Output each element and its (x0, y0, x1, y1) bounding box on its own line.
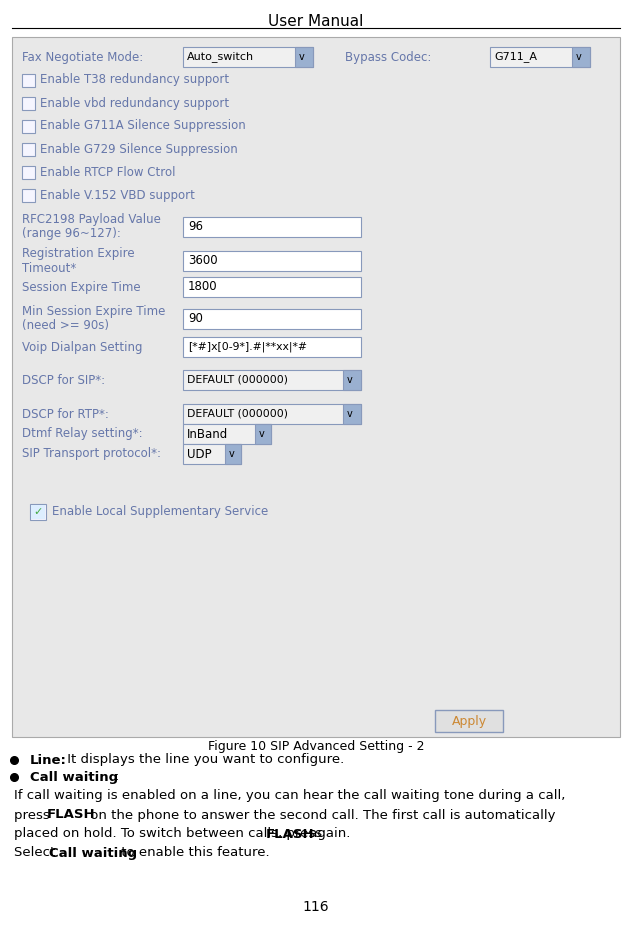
FancyBboxPatch shape (22, 143, 35, 156)
FancyBboxPatch shape (343, 370, 361, 390)
Text: Bypass Codec:: Bypass Codec: (345, 50, 432, 63)
Text: again.: again. (305, 828, 350, 841)
FancyBboxPatch shape (183, 251, 361, 271)
FancyBboxPatch shape (295, 47, 313, 67)
Text: :: : (114, 771, 118, 784)
FancyBboxPatch shape (12, 37, 620, 737)
Text: G711_A: G711_A (494, 51, 537, 62)
Text: Session Expire Time: Session Expire Time (22, 281, 141, 294)
Text: Enable Local Supplementary Service: Enable Local Supplementary Service (52, 505, 268, 518)
FancyBboxPatch shape (183, 217, 361, 237)
Text: Registration Expire: Registration Expire (22, 248, 135, 261)
Text: RFC2198 Payload Value: RFC2198 Payload Value (22, 213, 161, 226)
FancyBboxPatch shape (183, 370, 361, 390)
FancyBboxPatch shape (22, 97, 35, 109)
Text: Enable T38 redundancy support: Enable T38 redundancy support (40, 74, 229, 87)
Text: Enable V.152 VBD support: Enable V.152 VBD support (40, 188, 195, 201)
FancyBboxPatch shape (22, 166, 35, 179)
Text: Line:: Line: (30, 753, 67, 766)
Text: v: v (347, 375, 353, 385)
Text: Dtmf Relay setting*:: Dtmf Relay setting*: (22, 428, 143, 441)
Text: Enable vbd redundancy support: Enable vbd redundancy support (40, 97, 229, 109)
Text: v: v (347, 409, 353, 419)
Text: v: v (576, 52, 581, 62)
FancyBboxPatch shape (22, 119, 35, 132)
FancyBboxPatch shape (183, 444, 241, 464)
FancyBboxPatch shape (183, 309, 361, 329)
Text: InBand: InBand (187, 428, 228, 441)
Text: Min Session Expire Time: Min Session Expire Time (22, 306, 166, 319)
FancyBboxPatch shape (22, 188, 35, 201)
Text: v: v (259, 429, 265, 439)
FancyBboxPatch shape (31, 505, 45, 519)
Text: press: press (14, 808, 54, 821)
Text: Enable RTCP Flow Ctrol: Enable RTCP Flow Ctrol (40, 166, 176, 179)
FancyBboxPatch shape (183, 47, 313, 67)
Text: 116: 116 (303, 900, 329, 914)
FancyBboxPatch shape (343, 404, 361, 424)
FancyBboxPatch shape (183, 424, 271, 444)
Text: [*#]x[0-9*].#|**xx|*#: [*#]x[0-9*].#|**xx|*# (188, 342, 307, 352)
FancyBboxPatch shape (490, 47, 590, 67)
Text: It displays the line you want to configure.: It displays the line you want to configu… (63, 753, 344, 766)
Text: Enable G711A Silence Suppression: Enable G711A Silence Suppression (40, 119, 246, 132)
Text: v: v (299, 52, 305, 62)
Text: Timeout*: Timeout* (22, 262, 76, 275)
Text: UDP: UDP (187, 447, 212, 460)
Text: 90: 90 (188, 312, 203, 325)
Text: If call waiting is enabled on a line, you can hear the call waiting tone during : If call waiting is enabled on a line, yo… (14, 789, 566, 802)
Text: Enable G729 Silence Suppression: Enable G729 Silence Suppression (40, 143, 238, 156)
Text: DEFAULT (000000): DEFAULT (000000) (187, 409, 288, 419)
FancyBboxPatch shape (183, 337, 361, 357)
Text: placed on hold. To switch between calls, press: placed on hold. To switch between calls,… (14, 828, 326, 841)
FancyBboxPatch shape (183, 404, 361, 424)
Text: on the phone to answer the second call. The first call is automatically: on the phone to answer the second call. … (86, 808, 556, 821)
Text: (need >= 90s): (need >= 90s) (22, 320, 109, 333)
FancyBboxPatch shape (22, 74, 35, 87)
Text: 1800: 1800 (188, 281, 217, 294)
Text: Figure 10 SIP Advanced Setting - 2: Figure 10 SIP Advanced Setting - 2 (208, 740, 424, 753)
FancyBboxPatch shape (30, 504, 46, 520)
Text: to enable this feature.: to enable this feature. (117, 846, 270, 859)
Text: Call waiting: Call waiting (30, 771, 118, 784)
Text: FLASH: FLASH (47, 808, 95, 821)
Text: Call waiting: Call waiting (49, 846, 137, 859)
Text: DSCP for RTP*:: DSCP for RTP*: (22, 407, 109, 420)
FancyBboxPatch shape (435, 710, 503, 732)
Text: FLASH: FLASH (266, 828, 315, 841)
Text: SIP Transport protocol*:: SIP Transport protocol*: (22, 447, 161, 460)
Text: Select: Select (14, 846, 59, 859)
FancyBboxPatch shape (572, 47, 590, 67)
FancyBboxPatch shape (225, 444, 241, 464)
Text: Fax Negotiate Mode:: Fax Negotiate Mode: (22, 50, 143, 63)
FancyBboxPatch shape (255, 424, 271, 444)
Text: DEFAULT (000000): DEFAULT (000000) (187, 375, 288, 385)
Text: Auto_switch: Auto_switch (187, 51, 254, 62)
Text: Voip Dialpan Setting: Voip Dialpan Setting (22, 340, 142, 353)
Text: 96: 96 (188, 221, 203, 234)
Text: Apply: Apply (451, 715, 487, 728)
Text: ✓: ✓ (33, 507, 43, 517)
Text: User Manual: User Manual (269, 14, 363, 29)
Text: v: v (229, 449, 234, 459)
FancyBboxPatch shape (183, 277, 361, 297)
Text: DSCP for SIP*:: DSCP for SIP*: (22, 374, 105, 387)
Text: (range 96~127):: (range 96~127): (22, 227, 121, 240)
Text: 3600: 3600 (188, 254, 217, 267)
